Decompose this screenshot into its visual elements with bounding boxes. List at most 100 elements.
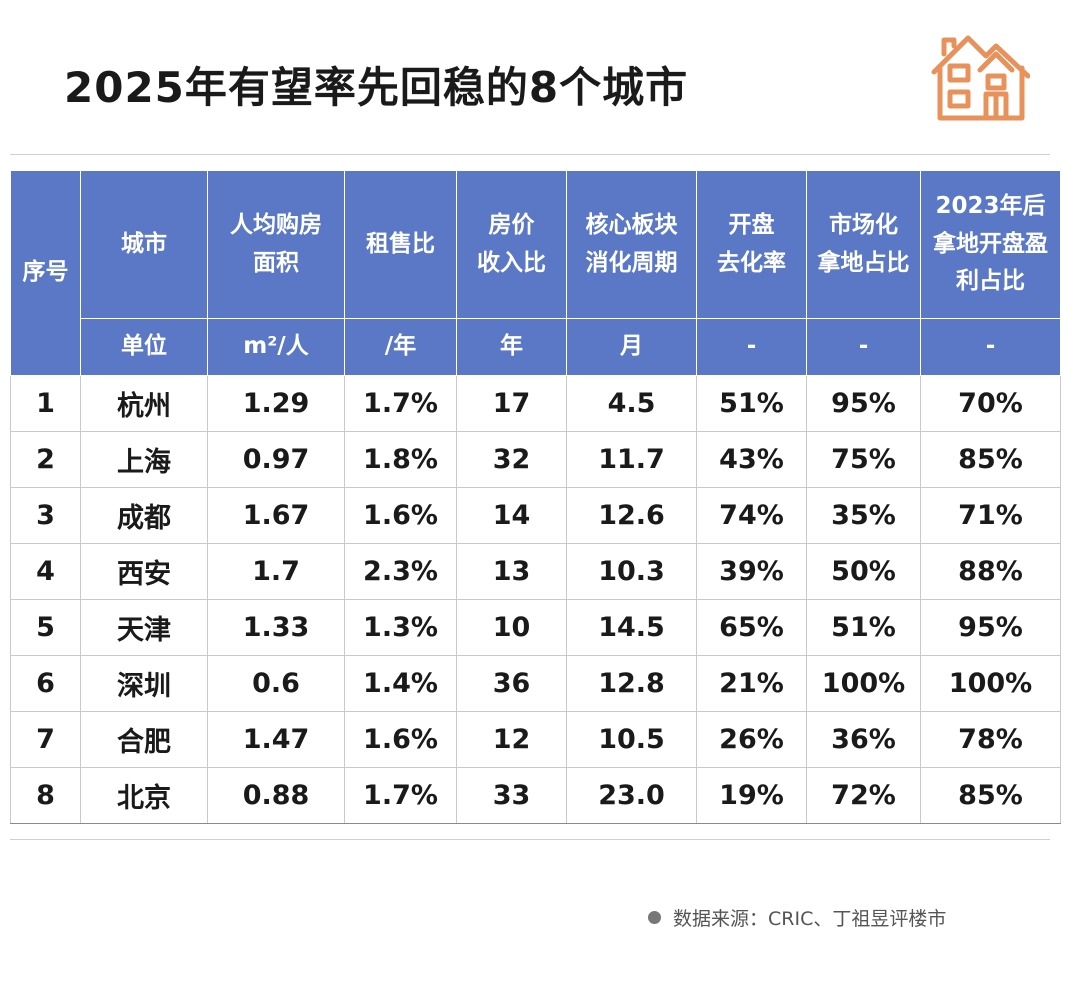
table-cell: 74% — [696, 487, 807, 544]
table-cell: 1.7 — [207, 543, 345, 600]
header-label: 序号 — [22, 259, 69, 286]
header-label: 市场化 — [829, 211, 898, 238]
table-cell: 10.3 — [566, 543, 697, 600]
table-cell: 深圳 — [80, 655, 208, 712]
table-cell: 14 — [456, 487, 567, 544]
header-cell: 城市 — [80, 170, 208, 319]
table-cell: 8 — [10, 767, 81, 824]
top-divider — [10, 154, 1050, 155]
table-cell: 70% — [920, 375, 1061, 432]
unit-cell: m²/人 — [207, 318, 345, 376]
table-unit-row: 单位 m²/人 /年 年 月 - - - — [11, 318, 1061, 376]
table-cell: 10.5 — [566, 711, 697, 768]
house-icon — [931, 35, 1030, 121]
table-cell: 杭州 — [80, 375, 208, 432]
table-row: 6 深圳 0.6 1.4% 36 12.8 21% 100% 100% — [10, 655, 1061, 712]
table-cell: 85% — [920, 767, 1061, 824]
table-cell: 12.8 — [566, 655, 697, 712]
table-cell: 95% — [920, 599, 1061, 656]
table-cell: 51% — [806, 599, 921, 656]
table-cell: 3 — [10, 487, 81, 544]
header-cell: 市场化 拿地占比 — [806, 170, 921, 319]
table-header-row: 序号 城市 人均购房 面积 租售比 房价 收入比 核心板块消化周期 开盘去化率 市场… — [10, 170, 1061, 376]
table-cell: 71% — [920, 487, 1061, 544]
header-label: 拿地开盘盈 — [933, 230, 1048, 257]
table-cell: 1.6% — [344, 711, 457, 768]
header-cell: 核心板块 消化周期 — [566, 170, 697, 319]
table-cell: 4 — [10, 543, 81, 600]
table-cell: 1.47 — [207, 711, 345, 768]
table-cell: 成都 — [80, 487, 208, 544]
unit-cell: 月 — [566, 318, 697, 376]
table-cell: 88% — [920, 543, 1061, 600]
table-cell: 1.3% — [344, 599, 457, 656]
table-cell: 10 — [456, 599, 567, 656]
table-row: 7 合肥 1.47 1.6% 12 10.5 26% 36% 78% — [10, 711, 1061, 768]
table-cell: 50% — [806, 543, 921, 600]
table-cell: 51% — [696, 375, 807, 432]
table-row: 4 西安 1.7 2.3% 13 10.3 39% 50% 88% — [10, 543, 1061, 600]
table-cell: 上海 — [80, 431, 208, 488]
header-cell: 房价 收入比 — [456, 170, 567, 319]
table-cell: 32 — [456, 431, 567, 488]
table-row: 1 杭州 1.29 1.7% 17 4.5 51% 95% 70% — [10, 375, 1061, 432]
table-cell: 12.6 — [566, 487, 697, 544]
table-cell: 1 — [10, 375, 81, 432]
header-label: 拿地占比 — [817, 249, 910, 276]
table-cell: 2.3% — [344, 543, 457, 600]
header-label: 开盘 — [728, 211, 775, 238]
header-cell: 2023年后 拿地开盘盈利占比 — [920, 170, 1061, 319]
table-cell: 43% — [696, 431, 807, 488]
table-cell: 西安 — [80, 543, 208, 600]
table-cell: 合肥 — [80, 711, 208, 768]
unit-cell: - — [806, 318, 921, 376]
table-cell: 19% — [696, 767, 807, 824]
table-cell: 78% — [920, 711, 1061, 768]
table-cell: 7 — [10, 711, 81, 768]
table-cell: 0.88 — [207, 767, 345, 824]
header-label: 去化率 — [717, 249, 786, 276]
table-cell: 1.7% — [344, 767, 457, 824]
unit-label: 单位 — [80, 318, 208, 376]
header-label: 房价 — [488, 211, 535, 238]
table-cell: 100% — [806, 655, 921, 712]
header-label: 核心板块 — [585, 211, 678, 238]
unit-cell: 年 — [456, 318, 567, 376]
table-cell: 33 — [456, 767, 567, 824]
table-body: 1 杭州 1.29 1.7% 17 4.5 51% 95% 70% 2 上海 0.97 1.8% 32 11… — [10, 375, 1061, 824]
header-cell: 序号 — [10, 170, 81, 376]
table-cell: 26% — [696, 711, 807, 768]
header-label: 2023年后 — [935, 192, 1046, 219]
header-cell: 开盘 去化率 — [696, 170, 807, 319]
table-cell: 17 — [456, 375, 567, 432]
header-label: 消化周期 — [585, 249, 678, 276]
header-label: 租售比 — [366, 230, 435, 257]
table-cell: 11.7 — [566, 431, 697, 488]
table-cell: 36% — [806, 711, 921, 768]
table-cell: 95% — [806, 375, 921, 432]
table-cell: 1.33 — [207, 599, 345, 656]
table-cell: 1.6% — [344, 487, 457, 544]
unit-cell: /年 — [344, 318, 457, 376]
source-text: 数据来源：CRIC、丁祖昱评楼市 — [673, 908, 947, 930]
table-cell: 36 — [456, 655, 567, 712]
table-cell: 23.0 — [566, 767, 697, 824]
table-cell: 6 — [10, 655, 81, 712]
table-cell: 100% — [920, 655, 1061, 712]
table-cell: 1.8% — [344, 431, 457, 488]
header-cell: 租售比 — [344, 170, 457, 319]
table-row: 3 成都 1.67 1.6% 14 12.6 74% 35% 71% — [10, 487, 1061, 544]
table-row: 5 天津 1.33 1.3% 10 14.5 65% 51% 95% — [10, 599, 1061, 656]
table-cell: 85% — [920, 431, 1061, 488]
table-cell: 1.7% — [344, 375, 457, 432]
header-cell: 人均购房 面积 — [207, 170, 345, 319]
table-row: 8 北京 0.88 1.7% 33 23.0 19% 72% 85% — [10, 767, 1061, 824]
table-cell: 1.4% — [344, 655, 457, 712]
table-cell: 1.29 — [207, 375, 345, 432]
table-cell: 0.97 — [207, 431, 345, 488]
table-cell: 1.67 — [207, 487, 345, 544]
header-label: 利占比 — [956, 268, 1025, 295]
table-cell: 2 — [10, 431, 81, 488]
table-cell: 4.5 — [566, 375, 697, 432]
source-note: 数据来源：CRIC、丁祖昱评楼市 — [648, 904, 946, 931]
